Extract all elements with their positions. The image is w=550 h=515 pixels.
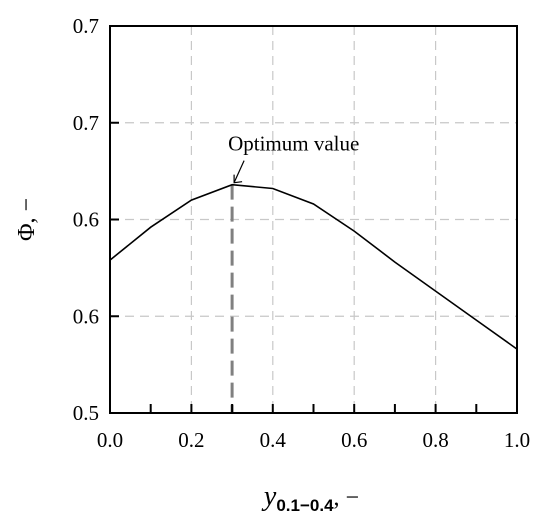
x-axis-title: y0.1−0.4, −: [261, 481, 359, 515]
x-tick-label: 0.2: [178, 428, 204, 452]
y-tick-label: 0.5: [73, 401, 99, 425]
axis-ticks: [109, 25, 518, 414]
series-layer: [109, 183, 518, 350]
y-tick-label: 0.7: [73, 14, 99, 38]
annotation-optimum-value: Optimum value: [228, 132, 359, 156]
annotation-layer: Optimum value: [228, 132, 359, 184]
annotation-arrow-head: [233, 174, 243, 184]
grid: [110, 26, 517, 413]
x-tick-label: 1.0: [504, 428, 530, 452]
x-tick-label: 0.4: [260, 428, 287, 452]
x-axis-title-suffix: , −: [334, 485, 360, 511]
x-axis-title-subscript: 0.1−0.4: [276, 496, 334, 515]
y-tick-label: 0.6: [73, 208, 99, 232]
series-line: [109, 183, 518, 350]
y-tick-label: 0.7: [73, 111, 99, 135]
x-tick-label: 0.8: [422, 428, 448, 452]
x-axis-title-variable: y: [261, 481, 277, 512]
y-tick-label: 0.6: [73, 304, 99, 328]
y-axis-title: Φ, −: [14, 198, 40, 241]
annotation-arrow: [233, 160, 245, 183]
tick-labels: 0.0 0.2 0.4 0.6 0.8 1.0 0.5 0.6 0.6 0.7 0.7: [73, 14, 530, 452]
x-tick-label: 0.6: [341, 428, 367, 452]
x-tick-label: 0.0: [97, 428, 123, 452]
